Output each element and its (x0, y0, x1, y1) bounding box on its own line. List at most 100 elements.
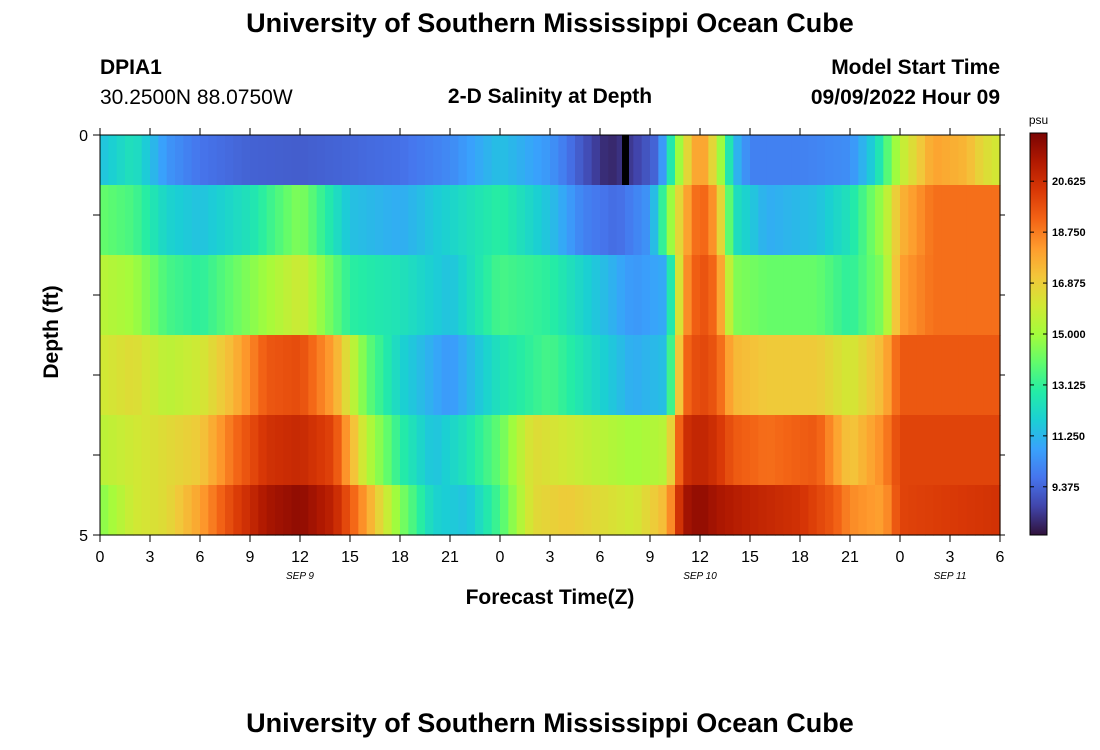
heatmap-cell (816, 415, 826, 486)
x-tick-label: 15 (341, 549, 359, 566)
heatmap-cell (500, 255, 509, 336)
heatmap-cell (841, 335, 851, 416)
heatmap-cell (875, 255, 884, 336)
heatmap-cell (883, 255, 893, 336)
heatmap-cell (700, 415, 709, 486)
heatmap-cell (341, 255, 351, 336)
heatmap-cell (175, 335, 184, 416)
heatmap-cell (383, 415, 393, 486)
heatmap-cell (983, 185, 993, 256)
heatmap-cell (866, 185, 876, 256)
heatmap-cell (725, 255, 734, 336)
heatmap-cell (658, 415, 668, 486)
heatmap-cell (850, 485, 859, 536)
heatmap-cell (433, 185, 443, 256)
heatmap-cell (908, 255, 918, 336)
heatmap-cell (350, 335, 359, 416)
heatmap-cell (550, 255, 559, 336)
heatmap-cell (558, 415, 568, 486)
heatmap-cell (241, 485, 251, 536)
heatmap-cell (208, 255, 218, 336)
x-tick-label: 12 (691, 549, 709, 566)
heatmap-cell (508, 415, 518, 486)
heatmap-cell (191, 185, 201, 256)
heatmap-cell (458, 255, 468, 336)
heatmap-cell (300, 135, 309, 186)
heatmap-cell (616, 185, 626, 256)
heatmap-cell (175, 415, 184, 486)
heatmap-cell (900, 255, 909, 336)
heatmap-cell (641, 485, 651, 536)
heatmap-cell (116, 135, 126, 186)
heatmap-cell (675, 255, 684, 336)
heatmap-cell (333, 185, 343, 256)
heatmap-cell (691, 415, 701, 486)
heatmap-cell (608, 335, 618, 416)
heatmap-cell (616, 415, 626, 486)
heatmap-cell (750, 415, 759, 486)
heatmap-cell (416, 415, 426, 486)
heatmap-cell (741, 485, 751, 536)
heatmap-cell (841, 255, 851, 336)
heatmap-cell (541, 185, 551, 256)
heatmap-cell (991, 415, 1001, 486)
heatmap-cell (225, 335, 234, 416)
heatmap-cell (975, 255, 984, 336)
heatmap-cell (658, 335, 668, 416)
heatmap-cell (650, 255, 659, 336)
heatmap-cell (866, 135, 876, 186)
heatmap-cell (225, 415, 234, 486)
heatmap-cell (441, 255, 451, 336)
heatmap-cell (966, 185, 976, 256)
heatmap-cell (333, 415, 343, 486)
heatmap-cell (850, 335, 859, 416)
heatmap-cell (150, 335, 159, 416)
heatmap-cell (216, 485, 226, 536)
heatmap-cell (900, 335, 909, 416)
heatmap-cell (825, 415, 834, 486)
heatmap-cell (916, 185, 926, 256)
heatmap-cell (250, 335, 259, 416)
heatmap-cell (516, 335, 526, 416)
heatmap-cell (541, 335, 551, 416)
heatmap-cell (375, 415, 384, 486)
colorbar: psu 9.375 11.250 13.125 15.000 16.875 18.750 20… (1029, 113, 1086, 536)
heatmap-cell (450, 485, 459, 536)
heatmap-cell (250, 485, 259, 536)
heatmap-cell (375, 255, 384, 336)
heatmap-cell (700, 255, 709, 336)
heatmap-cell (733, 185, 743, 256)
heatmap-cell (116, 485, 126, 536)
heatmap-cell (750, 335, 759, 416)
heatmap-cell (725, 485, 734, 536)
heatmap-cell (550, 485, 559, 536)
heatmap-cell (341, 415, 351, 486)
heatmap-cell (883, 335, 893, 416)
heatmap-cell (566, 255, 576, 336)
x-tick-label: 18 (391, 549, 409, 566)
heatmap-cell (808, 485, 818, 536)
heatmap-cell (975, 415, 984, 486)
model-start-value: 09/09/2022 Hour 09 (810, 86, 1000, 109)
heatmap-cell (725, 335, 734, 416)
heatmap-cell (233, 335, 243, 416)
heatmap-cell (116, 415, 126, 486)
heatmap-cell (941, 255, 951, 336)
heatmap-cell (858, 185, 868, 256)
station-coordinates: 30.2500N 88.0750W (100, 86, 293, 109)
heatmap-cell (516, 415, 526, 486)
heatmap-cell (466, 255, 476, 336)
heatmap-cell (266, 415, 276, 486)
heatmap-cell (391, 135, 401, 186)
heatmap-cell (475, 185, 484, 256)
x-tick-label: 9 (646, 549, 655, 566)
heatmap-cell (466, 485, 476, 536)
heatmap-cell (316, 485, 326, 536)
heatmap-cell (583, 135, 593, 186)
heatmap-cell (100, 415, 109, 486)
heatmap-cell (508, 135, 518, 186)
heatmap-cell (508, 335, 518, 416)
heatmap-cell (791, 185, 801, 256)
heatmap-cell (716, 485, 726, 536)
heatmap-cell (658, 135, 668, 186)
